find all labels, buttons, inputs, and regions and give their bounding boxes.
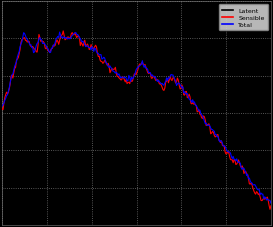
Legend: Latent, Sensible, Total: Latent, Sensible, Total (219, 5, 268, 31)
